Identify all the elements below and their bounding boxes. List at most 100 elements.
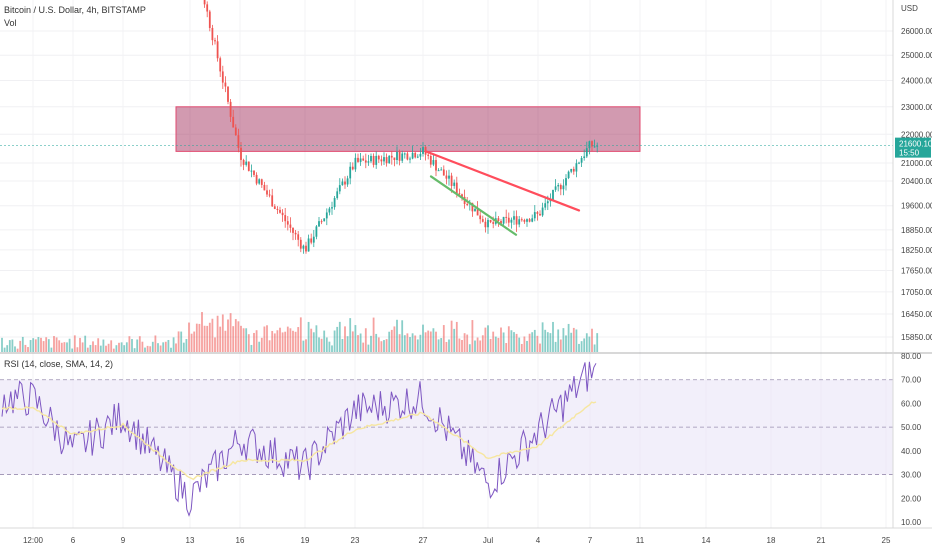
- volume-bar: [180, 331, 183, 352]
- candle-body: [318, 221, 320, 227]
- volume-bar: [60, 342, 63, 352]
- volume-bar: [492, 331, 495, 352]
- volume-bar: [578, 343, 580, 352]
- candle-body: [539, 213, 541, 216]
- rsi-tick-label: 10.00: [901, 518, 922, 527]
- volume-bar: [89, 344, 92, 352]
- candle-body: [476, 208, 479, 216]
- volume-bar: [136, 339, 139, 352]
- bar-countdown: 15:50: [899, 149, 920, 158]
- candle-body: [375, 155, 378, 165]
- volume-bar: [234, 319, 237, 352]
- volume-bar: [310, 328, 313, 352]
- last-price-value: 21600.10: [899, 140, 932, 149]
- rsi-pane[interactable]: RSI (14, close, SMA, 14, 2): [0, 359, 893, 517]
- volume-bar: [79, 337, 81, 352]
- time-tick-label: 9: [121, 536, 126, 545]
- candle-body: [484, 221, 487, 228]
- volume-bar: [370, 335, 372, 352]
- candle-body: [411, 152, 414, 159]
- volume-bar: [481, 335, 484, 352]
- candle-body: [383, 157, 385, 162]
- resistance-zone[interactable]: [175, 106, 641, 152]
- candle-body: [461, 194, 463, 197]
- volume-bar: [133, 348, 136, 352]
- volume-bar: [544, 329, 547, 352]
- volume-bar: [115, 345, 118, 352]
- volume-bar: [221, 314, 224, 352]
- time-axis[interactable]: 12:00 6 9 13 16 19 23 27 Jul 4 7 11 14 18 21 25: [0, 527, 932, 545]
- volume-bar: [575, 329, 578, 352]
- volume-bar: [354, 325, 357, 352]
- time-tick-label: 7: [588, 536, 593, 545]
- volume-bar: [344, 326, 346, 352]
- candle-body: [414, 152, 417, 158]
- candle-body: [455, 182, 458, 194]
- candle-body: [435, 160, 437, 171]
- candle-body: [562, 185, 565, 190]
- candle-body: [372, 155, 375, 165]
- candle-body: [364, 160, 367, 163]
- volume-bar: [383, 340, 385, 352]
- volume-bar: [570, 332, 573, 352]
- volume-bar: [435, 331, 437, 352]
- candle-body: [533, 212, 536, 219]
- candle-body: [336, 191, 339, 199]
- volume-bar: [505, 343, 508, 352]
- volume-bar: [123, 345, 126, 352]
- price-tick-label: 16450.00: [901, 310, 932, 319]
- candle-body: [390, 155, 393, 158]
- candle-body: [554, 186, 557, 190]
- volume-bar: [559, 339, 562, 352]
- price-tick-label: 18850.00: [901, 226, 932, 235]
- volume-bar: [461, 339, 463, 352]
- volume-bar: [105, 345, 107, 352]
- candle-body: [346, 178, 349, 185]
- volume-bar: [159, 345, 162, 352]
- volume-bar: [229, 313, 232, 352]
- volume-bar: [377, 337, 380, 352]
- volume-bar: [484, 327, 487, 352]
- volume-bar: [86, 347, 89, 352]
- candle-body: [247, 161, 250, 171]
- price-axis[interactable]: USD 15850.00 16450.00 17050.00 17650.00 1825…: [892, 0, 932, 528]
- volume-bar: [562, 328, 565, 352]
- volume-bar: [92, 341, 94, 352]
- volume-bar: [333, 330, 336, 352]
- volume-bars: [1, 312, 599, 352]
- volume-bar: [299, 317, 302, 352]
- volume-bar: [351, 331, 354, 352]
- rsi-line: [1, 361, 597, 517]
- candle-body: [328, 208, 331, 213]
- rsi-label[interactable]: RSI (14, close, SMA, 14, 2): [4, 359, 113, 369]
- candle-body: [260, 179, 263, 185]
- volume-bar: [515, 333, 518, 352]
- candle-body: [520, 219, 523, 221]
- volume-bar: [190, 333, 193, 352]
- candle-body: [526, 219, 528, 222]
- volume-bar: [170, 347, 172, 352]
- volume-label[interactable]: Vol: [4, 18, 17, 28]
- volume-bar: [84, 335, 87, 352]
- volume-bar: [149, 346, 152, 352]
- candle-body: [419, 153, 422, 157]
- price-tick-label: 18250.00: [901, 246, 932, 255]
- volume-bar: [289, 328, 292, 352]
- candle-body: [536, 212, 539, 214]
- volume-bar: [359, 333, 362, 352]
- price-tick-label: 26000.00: [901, 27, 932, 36]
- price-tick-label: 25000.00: [901, 51, 932, 60]
- time-tick-label: 13: [186, 536, 195, 545]
- volume-bar: [549, 333, 552, 352]
- candle-body: [416, 156, 419, 158]
- volume-bar: [45, 337, 48, 352]
- volume-bar: [240, 325, 242, 352]
- candle-body: [432, 160, 435, 165]
- resistance-trendline[interactable]: [424, 150, 581, 212]
- volume-bar: [224, 330, 227, 352]
- support-trendline[interactable]: [429, 175, 518, 236]
- candle-body: [479, 215, 482, 220]
- volume-bar: [396, 319, 398, 352]
- symbol-title[interactable]: Bitcoin / U.S. Dollar, 4h, BITSTAMP: [4, 5, 146, 15]
